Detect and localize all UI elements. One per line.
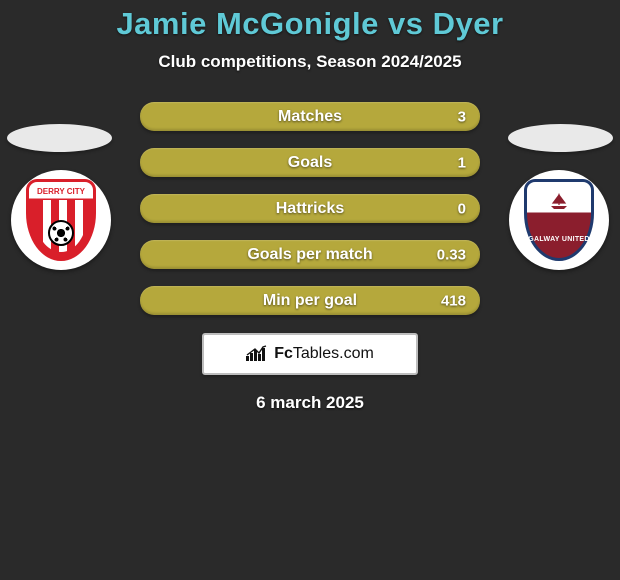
stat-label: Goals per match [247, 246, 372, 264]
branding-prefix: Fc [274, 345, 293, 362]
stat-value: 1 [458, 154, 466, 171]
comparison-card: Jamie McGonigle vs Dyer Club competition… [0, 0, 620, 413]
stat-label: Hattricks [276, 200, 344, 218]
branding-box: FcTables.com [202, 333, 418, 375]
date-text: 6 march 2025 [256, 393, 364, 413]
stat-value: 3 [458, 108, 466, 125]
crest-left-label: DERRY CITY [37, 188, 85, 197]
stat-row: Goals per match 0.33 [140, 240, 480, 269]
stat-row: Hattricks 0 [140, 194, 480, 223]
stat-value: 0.33 [437, 246, 466, 263]
stat-label: Goals [288, 154, 332, 172]
stat-row: Matches 3 [140, 102, 480, 131]
stat-row: Goals 1 [140, 148, 480, 177]
stats-list: Matches 3 Goals 1 Hattricks 0 Goals per match 0… [0, 102, 620, 315]
stat-label: Min per goal [263, 292, 357, 310]
stat-value: 0 [458, 200, 466, 217]
stat-label: Matches [278, 108, 342, 126]
page-title: Jamie McGonigle vs Dyer [116, 6, 503, 42]
subtitle: Club competitions, Season 2024/2025 [158, 52, 461, 72]
branding-suffix: Tables.com [293, 345, 374, 362]
stat-row: Min per goal 418 [140, 286, 480, 315]
stat-value: 418 [441, 292, 466, 309]
bar-chart-icon [246, 345, 268, 363]
branding-text: FcTables.com [274, 345, 374, 363]
